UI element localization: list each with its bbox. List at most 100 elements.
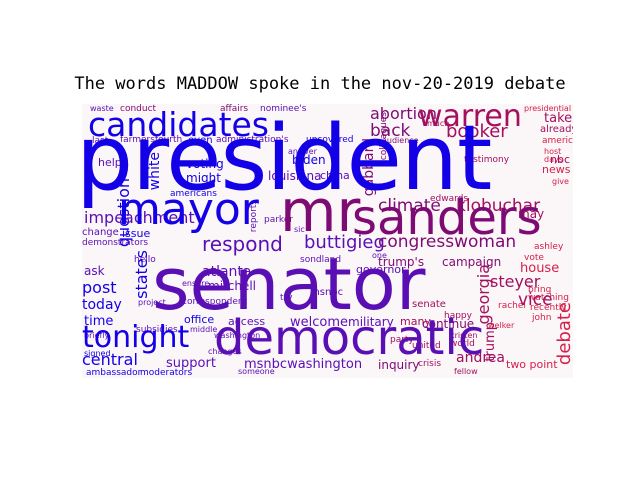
cloud-word: presidential — [524, 104, 572, 113]
cloud-word: mayor — [118, 184, 259, 235]
cloud-word: biden — [292, 153, 326, 167]
cloud-word: subsidies — [136, 325, 178, 335]
cloud-word: moderators — [140, 368, 193, 378]
cloud-word: democratic — [214, 310, 485, 366]
cloud-word: give — [552, 177, 569, 186]
cloud-word: last — [92, 136, 109, 146]
cloud-word: continue — [422, 317, 475, 331]
cloud-word: vote — [524, 253, 544, 263]
cloud-word: debate — [554, 302, 573, 366]
cloud-word: rachel — [498, 301, 526, 311]
cloud-word: edwards — [430, 194, 469, 204]
cloud-word: nominee's — [260, 104, 307, 114]
cloud-word: someone — [238, 367, 275, 376]
cloud-word: answer — [288, 147, 317, 156]
cloud-word: project — [138, 298, 166, 307]
cloud-word: senator — [152, 242, 426, 326]
cloud-word: take — [544, 111, 573, 126]
cloud-word: access — [228, 315, 266, 328]
cloud-word: testimony — [464, 155, 510, 165]
cloud-word: msnbc — [310, 287, 344, 298]
cloud-word: changes — [208, 347, 242, 356]
cloud-word: central — [82, 350, 138, 369]
cloud-word: hello — [134, 255, 156, 265]
cloud-word: john — [532, 313, 552, 323]
cloud-word: time — [84, 314, 114, 329]
cloud-word: ask — [84, 264, 105, 278]
cloud-word: american — [542, 136, 573, 146]
cloud-word: welker — [488, 321, 515, 330]
cloud-word: united — [412, 341, 441, 351]
cloud-word: ashley — [534, 242, 564, 252]
cloud-word: host — [544, 147, 562, 156]
cloud-word: inquiry — [378, 358, 420, 372]
cloud-word: post — [82, 278, 117, 297]
cloud-word: china — [320, 169, 350, 182]
cloud-word: back — [370, 121, 411, 141]
cloud-word: mr — [280, 177, 361, 245]
cloud-word: conduct — [120, 104, 157, 114]
cloud-word: much — [427, 119, 450, 128]
cloud-word: days — [544, 155, 563, 164]
cloud-word: klobuchar — [456, 196, 541, 216]
cloud-word: voting — [186, 157, 224, 171]
cloud-word: impeachment — [84, 208, 195, 227]
cloud-word: parker — [264, 215, 294, 225]
cloud-word: respond — [202, 232, 283, 256]
cloud-word: briefly — [84, 331, 110, 340]
cloud-word: governor — [356, 263, 406, 276]
cloud-word: msnbcwashington — [244, 357, 363, 372]
cloud-word: atlanta — [202, 264, 252, 280]
cloud-word: today — [82, 297, 122, 313]
cloud-word: help — [98, 156, 122, 169]
cloud-word: support — [166, 356, 216, 371]
cloud-word: congresswoman — [378, 232, 517, 252]
cloud-word: two point — [506, 358, 558, 371]
cloud-word: abortion — [370, 104, 437, 123]
cloud-word: try — [280, 293, 293, 303]
cloud-word: president — [82, 106, 492, 211]
cloud-word: ensure — [182, 279, 210, 288]
cloud-word: affairs — [220, 104, 249, 114]
cloud-word: uncovered — [306, 135, 354, 145]
cloud-word: welcome — [290, 315, 349, 330]
cloud-word: kristen — [450, 331, 478, 340]
cloud-word: ambassador — [86, 368, 142, 378]
cloud-word: fellow — [454, 367, 478, 376]
cloud-word: crisis — [418, 359, 442, 369]
cloud-word: sondland — [300, 255, 342, 265]
cloud-word: candidates — [88, 105, 270, 144]
cloud-word: happy — [444, 311, 472, 321]
cloud-word: one — [372, 251, 387, 260]
cloud-word: demonstrators — [82, 238, 149, 248]
cloud-word: even — [188, 135, 213, 146]
cloud-word: audience — [382, 136, 419, 145]
cloud-word: sanders — [352, 190, 542, 246]
cloud-word: bring — [528, 285, 552, 295]
cloud-word: senate — [412, 299, 446, 310]
cloud-word: warren — [418, 104, 522, 134]
cloud-word: might — [186, 171, 221, 185]
cloud-word: recently — [530, 303, 567, 313]
cloud-word: correspondent — [182, 297, 248, 307]
cloud-word: buttigieg — [304, 232, 385, 253]
word-cloud: waste conduct affairs nominee's presiden… — [82, 104, 573, 378]
cloud-word: waste — [90, 104, 114, 113]
cloud-word: trump's — [378, 255, 425, 269]
cloud-word: andrea — [456, 350, 505, 366]
cloud-word: vice — [518, 290, 553, 310]
cloud-word: world — [450, 339, 475, 349]
cloud-word: steyer — [490, 272, 541, 291]
cloud-word: office — [184, 313, 215, 326]
cloud-word: middle — [190, 325, 218, 334]
cloud-word: nbc — [550, 153, 571, 166]
cloud-word: climate — [378, 196, 441, 216]
cloud-word: farmersfourth — [120, 135, 183, 145]
cloud-word: already — [540, 124, 573, 135]
cloud-word: administration's — [216, 135, 289, 145]
cloud-word: signed — [84, 349, 111, 358]
chart-title: The words MADDOW spoke in the nov-20-201… — [74, 74, 566, 94]
cloud-word: sic — [294, 225, 305, 234]
cloud-word: many — [400, 315, 431, 328]
cloud-word: booker — [446, 121, 508, 142]
